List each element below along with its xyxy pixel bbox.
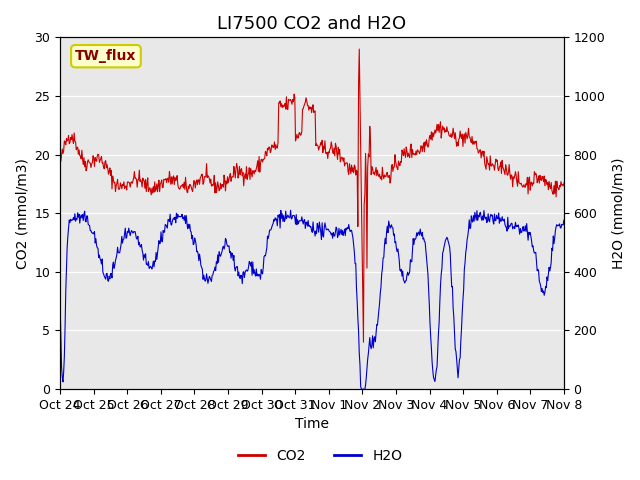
Y-axis label: CO2 (mmol/m3): CO2 (mmol/m3) bbox=[15, 158, 29, 269]
Y-axis label: H2O (mmol/m3): H2O (mmol/m3) bbox=[611, 157, 625, 269]
Title: LI7500 CO2 and H2O: LI7500 CO2 and H2O bbox=[218, 15, 406, 33]
X-axis label: Time: Time bbox=[295, 418, 329, 432]
Legend: CO2, H2O: CO2, H2O bbox=[232, 443, 408, 468]
Text: TW_flux: TW_flux bbox=[76, 49, 136, 63]
